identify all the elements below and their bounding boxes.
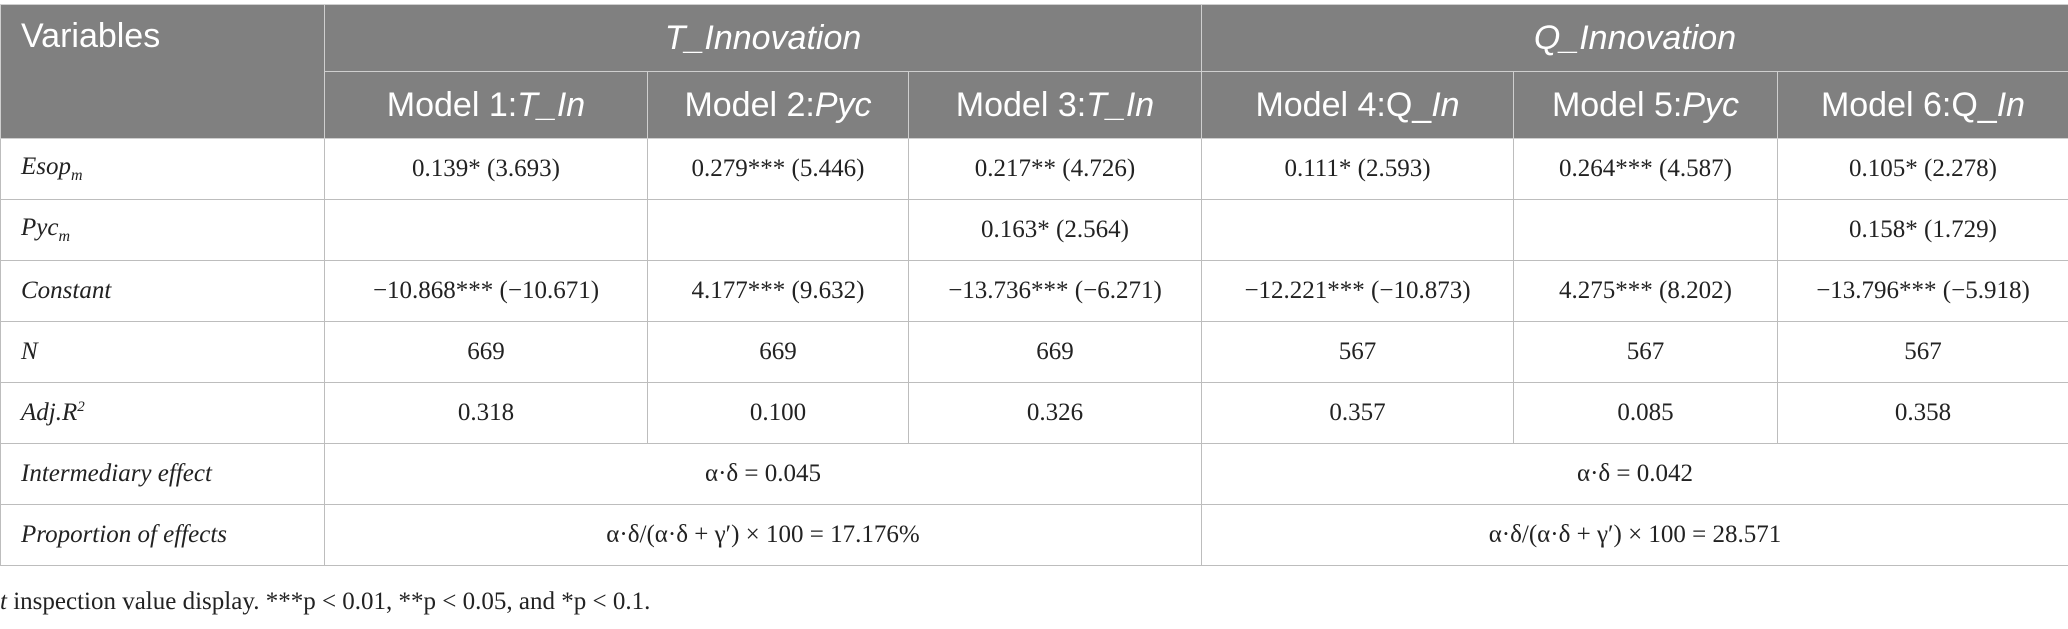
row-label-esop: Esopm — [0, 138, 325, 200]
variables-header: Variables — [0, 4, 325, 139]
table-footnote: t inspection value display. ***p < 0.01,… — [0, 588, 650, 616]
label-superscript: 2 — [77, 399, 85, 415]
table-cell: 0.264*** (4.587) — [1513, 138, 1778, 200]
table-cell: 669 — [324, 321, 648, 383]
model-header-3: Model 3:T_In — [908, 71, 1202, 139]
group-header-t-innovation: T_Innovation — [324, 4, 1202, 72]
table-row-constant: Constant −10.868*** (−10.671) 4.177*** (… — [0, 260, 2068, 322]
label-subscript: m — [58, 228, 71, 245]
table-row-proportion-of-effects: Proportion of effects α·δ/(α·δ + γ′) × 1… — [0, 504, 2068, 566]
model-header-4: Model 4:Q_In — [1201, 71, 1514, 139]
row-label-adj-r2: Adj.R2 — [0, 382, 325, 444]
row-label-constant: Constant — [0, 260, 325, 322]
model-prefix: Model 5: — [1551, 85, 1683, 124]
table-cell: −13.796*** (−5.918) — [1777, 260, 2068, 322]
model-prefix: Model 3: — [955, 85, 1087, 124]
table-cell: 4.275*** (8.202) — [1513, 260, 1778, 322]
mediation-results-table: Variables T_Innovation Q_Innovation Mode… — [0, 4, 2068, 566]
model-header-6: Model 6:Q_In — [1777, 71, 2068, 139]
label-text: Adj.R — [21, 399, 78, 426]
table-cell: 0.217** (4.726) — [908, 138, 1202, 200]
proportion-effects-q: α·δ/(α·δ + γ′) × 100 = 28.571 — [1201, 504, 2068, 566]
table-cell: 669 — [908, 321, 1202, 383]
table-cell: 0.111* (2.593) — [1201, 138, 1514, 200]
table-cell: 0.139* (3.693) — [324, 138, 648, 200]
table-cell: 669 — [647, 321, 909, 383]
model-dep-var: Pyc — [814, 85, 872, 124]
table-cell: 567 — [1201, 321, 1514, 383]
model-dep-var: Pyc — [1682, 85, 1740, 124]
table-cell: 0.326 — [908, 382, 1202, 444]
row-label-proportion-of-effects: Proportion of effects — [0, 504, 325, 566]
table-cell: −13.736*** (−6.271) — [908, 260, 1202, 322]
group-header-q-innovation: Q_Innovation — [1201, 4, 2068, 72]
proportion-effects-t: α·δ/(α·δ + γ′) × 100 = 17.176% — [324, 504, 1202, 566]
table-cell: 0.279*** (5.446) — [647, 138, 909, 200]
footnote-t-symbol: t — [0, 588, 7, 615]
table-cell — [1201, 199, 1514, 261]
intermediary-effect-q: α·δ = 0.042 — [1201, 443, 2068, 505]
footnote-text: inspection value display. ***p < 0.01, *… — [6, 588, 651, 615]
model-dep-var: Q_ — [1385, 85, 1432, 124]
model-dep-var-italic: In — [1431, 85, 1460, 124]
intermediary-effect-t: α·δ = 0.045 — [324, 443, 1202, 505]
model-header-2: Model 2:Pyc — [647, 71, 909, 139]
table-cell: 0.158* (1.729) — [1777, 199, 2068, 261]
row-label-n: N — [0, 321, 325, 383]
table-row-esop: Esopm 0.139* (3.693) 0.279*** (5.446) 0.… — [0, 138, 2068, 200]
table-cell: 0.085 — [1513, 382, 1778, 444]
model-header-1: Model 1:T_In — [324, 71, 648, 139]
table-row-pyc: Pycm 0.163* (2.564) 0.158* (1.729) — [0, 199, 2068, 261]
table-row-intermediary-effect: Intermediary effect α·δ = 0.045 α·δ = 0.… — [0, 443, 2068, 505]
table-cell: 567 — [1513, 321, 1778, 383]
table-cell: 0.358 — [1777, 382, 2068, 444]
model-dep-var: T_In — [517, 85, 586, 124]
table-cell: 567 — [1777, 321, 2068, 383]
table-cell — [647, 199, 909, 261]
model-prefix: Model 2: — [684, 85, 815, 124]
table-cell: 0.318 — [324, 382, 648, 444]
model-dep-var: Q_ — [1951, 85, 1997, 124]
table-row-adj-r2: Adj.R2 0.318 0.100 0.326 0.357 0.085 0.3… — [0, 382, 2068, 444]
table-row-n: N 669 669 669 567 567 567 — [0, 321, 2068, 383]
label-text: Pyc — [21, 214, 59, 241]
label-subscript: m — [71, 167, 83, 184]
table-cell: −12.221*** (−10.873) — [1201, 260, 1514, 322]
model-prefix: Model 4: — [1255, 85, 1386, 124]
table-cell: 0.105* (2.278) — [1777, 138, 2068, 200]
row-label-intermediary-effect: Intermediary effect — [0, 443, 325, 505]
table-cell: 0.357 — [1201, 382, 1514, 444]
table-cell — [324, 199, 648, 261]
table-cell — [1513, 199, 1778, 261]
model-dep-var-italic: In — [1996, 85, 2026, 124]
results-table-container: Variables T_Innovation Q_Innovation Mode… — [0, 4, 2068, 566]
model-header-row: Model 1:T_In Model 2:Pyc Model 3:T_In Mo… — [1, 71, 2068, 139]
model-dep-var: T_In — [1086, 85, 1155, 124]
table-cell: 4.177*** (9.632) — [647, 260, 909, 322]
row-label-pyc: Pycm — [0, 199, 325, 261]
model-header-5: Model 5:Pyc — [1513, 71, 1778, 139]
model-prefix: Model 1: — [386, 85, 518, 124]
table-cell: 0.100 — [647, 382, 909, 444]
group-header-row: Variables T_Innovation Q_Innovation — [0, 4, 2068, 139]
model-prefix: Model 6: — [1820, 85, 1952, 124]
table-cell: −10.868*** (−10.671) — [324, 260, 648, 322]
table-cell: 0.163* (2.564) — [908, 199, 1202, 261]
label-text: Esop — [21, 153, 71, 180]
